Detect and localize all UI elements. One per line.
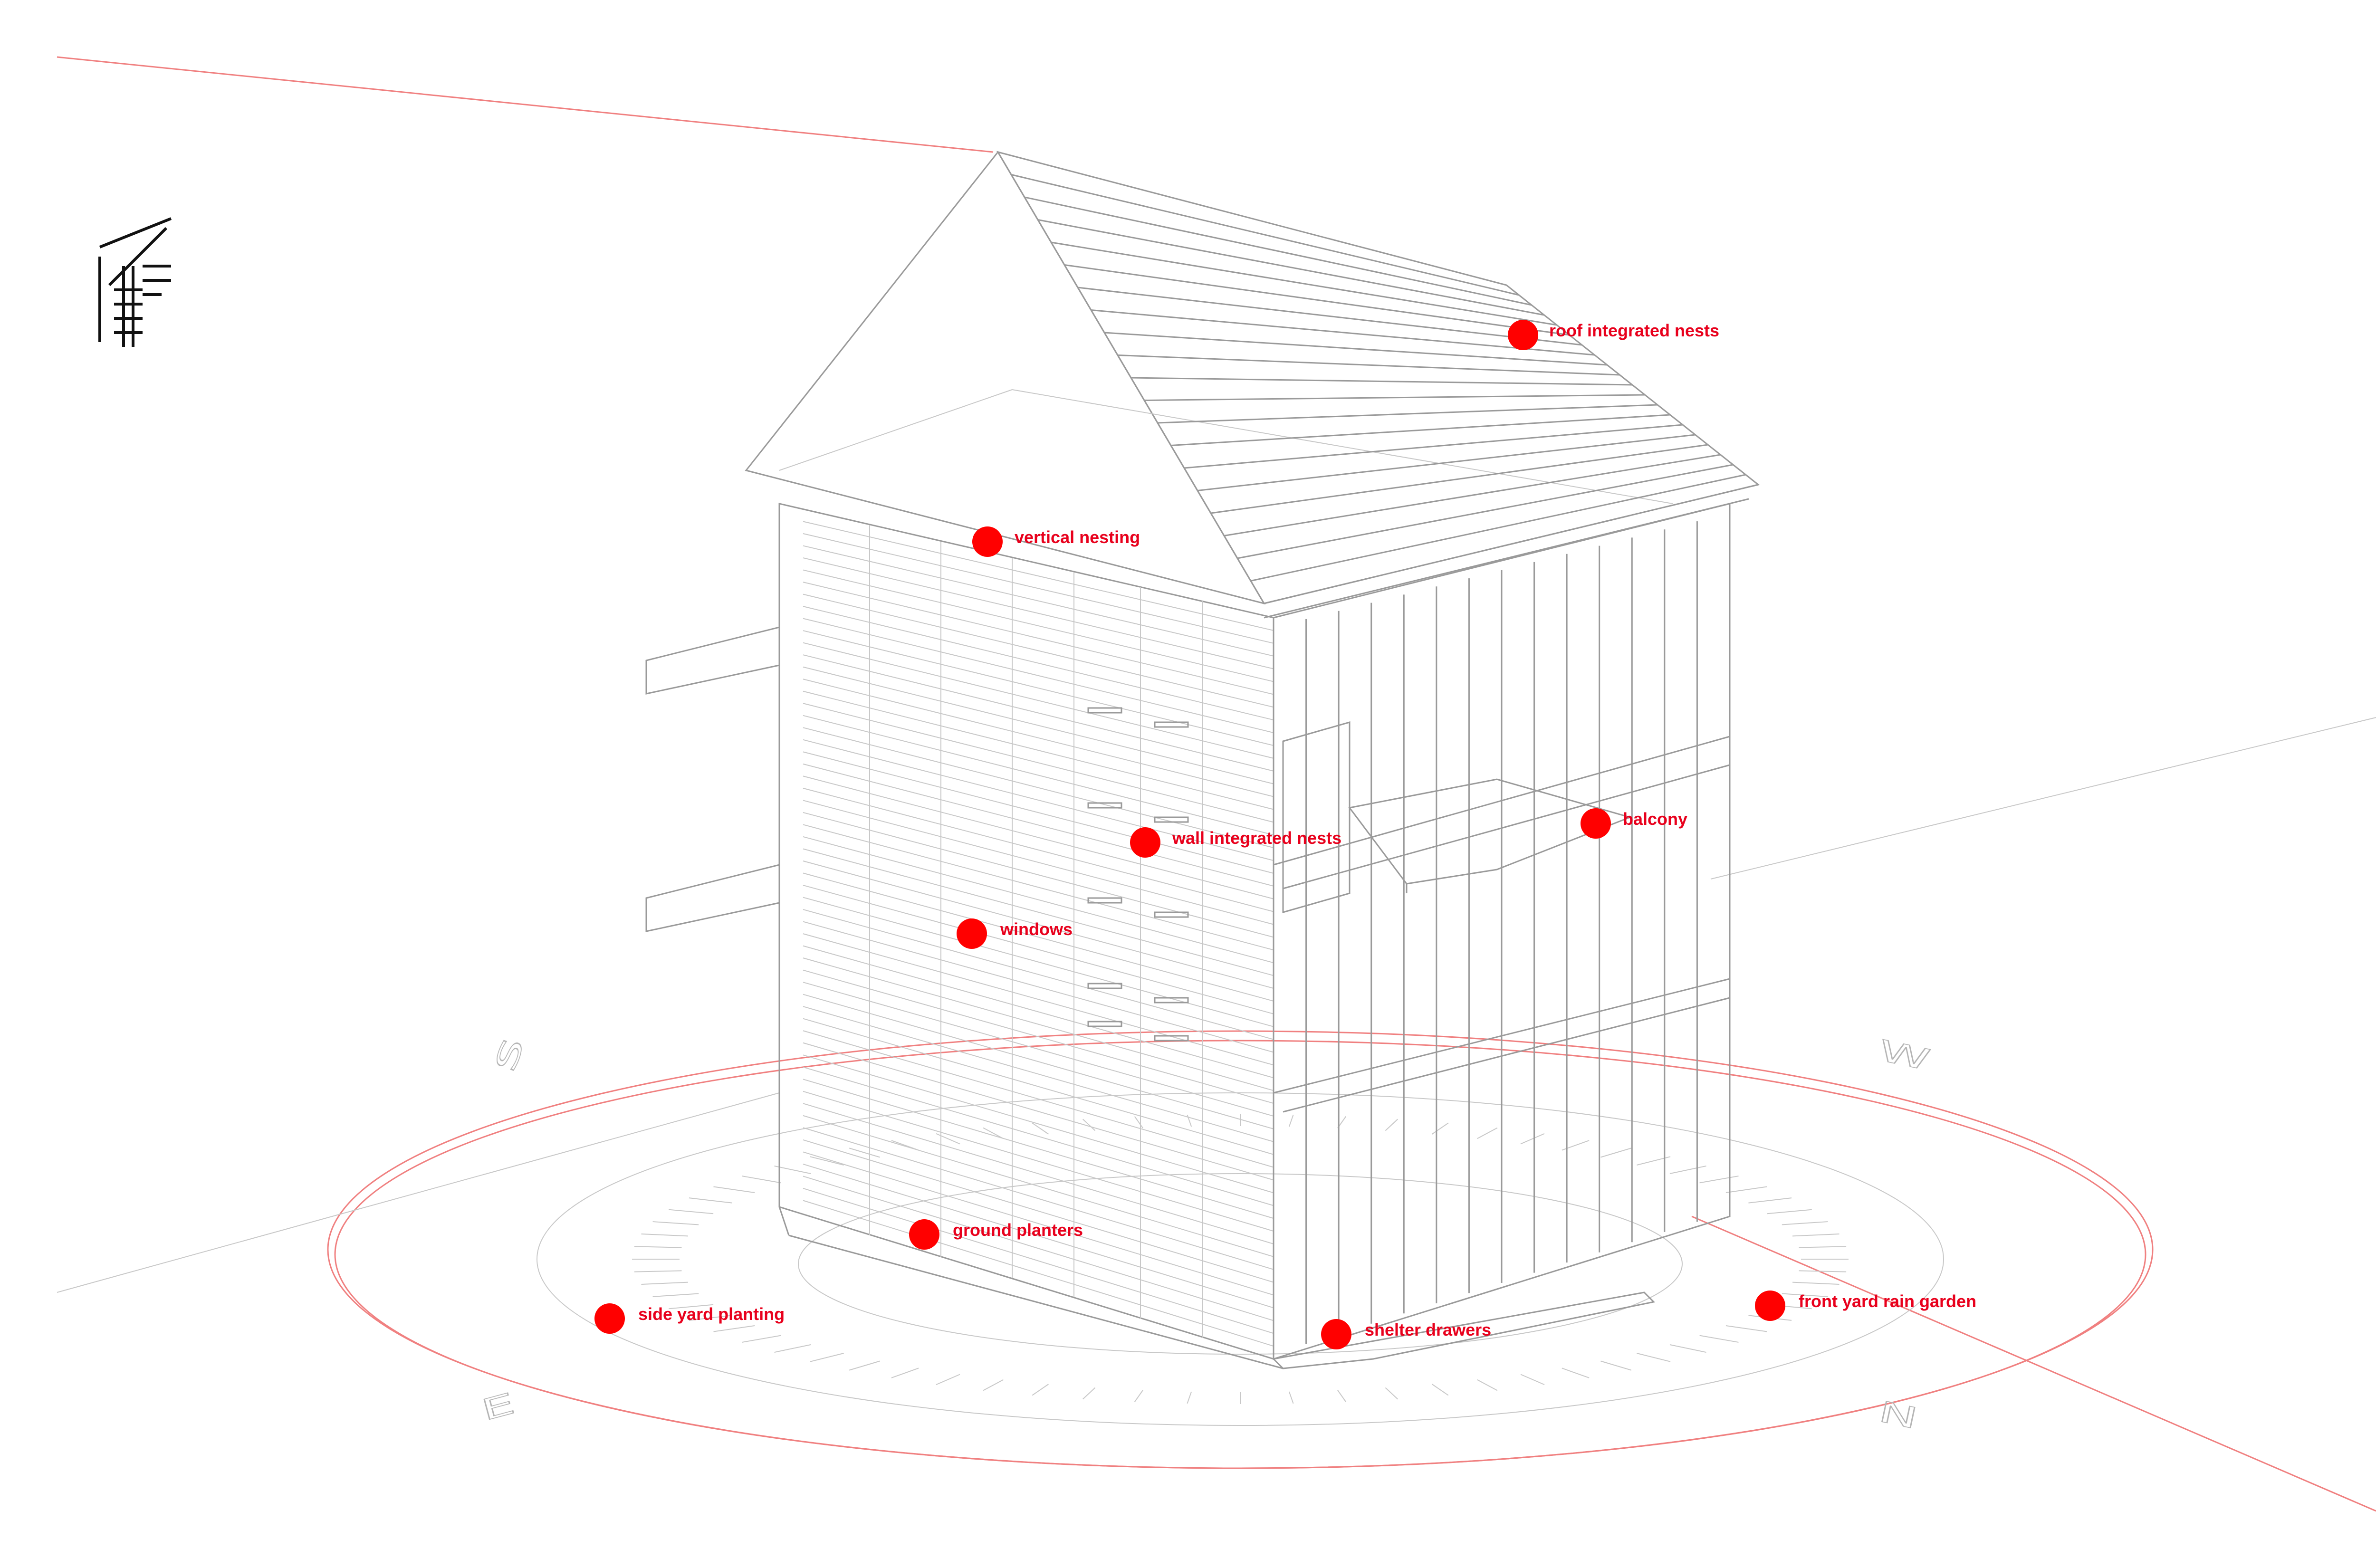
callout-shelter-drawers[interactable]: shelter drawers xyxy=(1321,1319,1491,1349)
callout-marker xyxy=(594,1303,625,1334)
callout-label: vertical nesting xyxy=(1015,527,1140,547)
callout-roof-integrated-nests[interactable]: roof integrated nests xyxy=(1508,320,1719,350)
callout-vertical-nesting[interactable]: vertical nesting xyxy=(972,526,1140,557)
site-grid-lines xyxy=(57,717,2376,1293)
compass-letter-s: S xyxy=(488,1033,531,1076)
compass-dial: S W E N xyxy=(477,1033,1944,1436)
callout-windows[interactable]: windows xyxy=(957,918,1073,949)
callout-marker xyxy=(972,526,1003,557)
callout-marker xyxy=(1755,1291,1785,1321)
callout-marker xyxy=(1321,1319,1351,1349)
compass-letter-n: N xyxy=(1876,1395,1921,1435)
callout-marker xyxy=(1581,808,1611,839)
callout-balcony[interactable]: balcony xyxy=(1581,808,1687,839)
callout-side-yard-planting[interactable]: side yard planting xyxy=(594,1303,785,1334)
house-model xyxy=(645,151,1760,1369)
compass-letter-w: W xyxy=(1876,1033,1933,1077)
callout-ground-planters[interactable]: ground planters xyxy=(909,1219,1083,1250)
callout-label: windows xyxy=(1000,919,1073,939)
callout-label: balcony xyxy=(1623,809,1687,829)
key-plan-icon xyxy=(98,217,172,347)
callout-label: wall integrated nests xyxy=(1172,828,1341,848)
callout-marker xyxy=(1130,827,1160,858)
callout-wall-integrated-nests[interactable]: wall integrated nests xyxy=(1130,827,1341,858)
site-guide-lines xyxy=(57,56,2376,1512)
callout-label: roof integrated nests xyxy=(1549,321,1719,340)
callout-marker xyxy=(957,918,987,949)
callout-front-yard-rain-garden[interactable]: front yard rain garden xyxy=(1755,1291,1976,1321)
callout-label: ground planters xyxy=(953,1220,1083,1240)
compass-letter-e: E xyxy=(478,1386,518,1427)
callout-label: side yard planting xyxy=(638,1304,785,1324)
callout-marker xyxy=(909,1219,939,1250)
callout-label: front yard rain garden xyxy=(1799,1291,1976,1311)
callout-marker xyxy=(1508,320,1538,350)
callout-label: shelter drawers xyxy=(1365,1320,1491,1339)
